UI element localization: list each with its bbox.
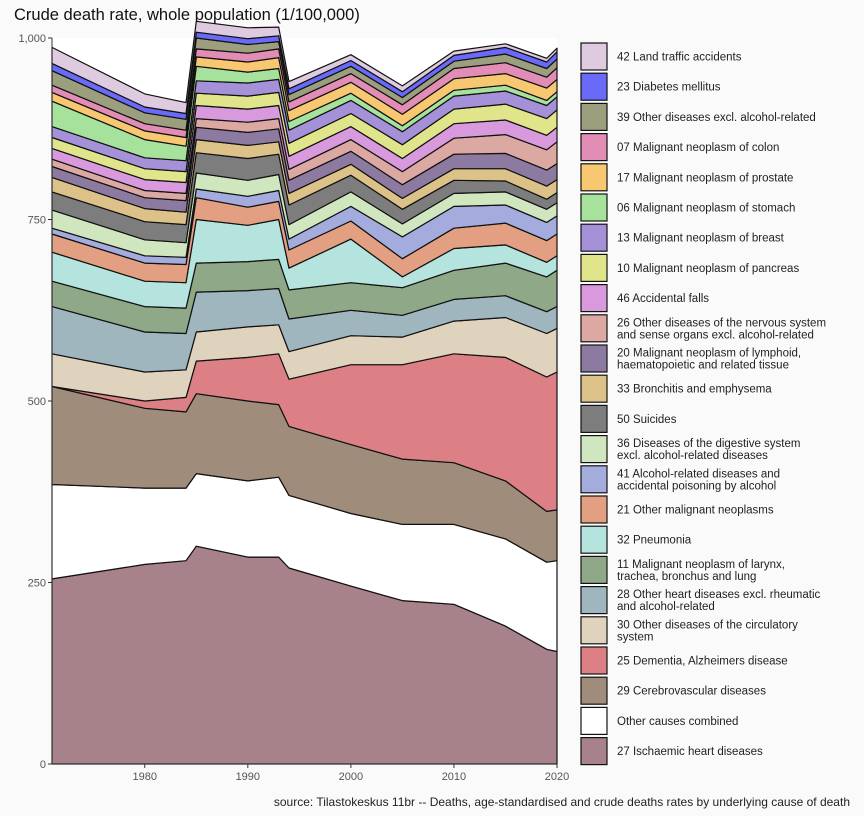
legend-label: 13 Malignant neoplasm of breast — [617, 233, 785, 245]
legend-swatch — [580, 374, 608, 403]
legend-swatch — [580, 344, 608, 373]
y-tick-label: 1,000 — [18, 33, 46, 45]
legend-label: 39 Other diseases excl. alcohol-related — [617, 112, 816, 124]
legend-label: 23 Diabetes mellitus — [617, 82, 721, 94]
axes: 0 250 500 750 1,000 1980 1990 2000 2010 2020 — [18, 33, 569, 783]
x-tick-label: 1980 — [133, 771, 157, 783]
y-tick-label: 750 — [28, 215, 46, 227]
legend-item: 50 Suicides — [580, 404, 677, 433]
legend-label: 11 Malignant neoplasm of larynx, trachea,… — [617, 559, 785, 583]
legend-label: 41 Alcohol-related diseases and accidenta… — [617, 468, 780, 492]
legend-label: 25 Dementia, Alzheimers disease — [617, 656, 788, 668]
legend-swatch — [580, 736, 608, 766]
legend-label: 21 Other malignant neoplasms — [617, 505, 774, 517]
legend-swatch — [580, 616, 608, 645]
legend-item: 46 Accidental falls — [580, 284, 709, 313]
legend-swatch — [580, 223, 608, 252]
legend-swatch — [580, 253, 608, 282]
legend-item: 10 Malignant neoplasm of pancreas — [580, 253, 799, 282]
legend-label: 27 Ischaemic heart diseases — [617, 746, 763, 758]
legend-swatch — [580, 585, 608, 615]
legend-label: 42 Land traffic accidents — [617, 52, 742, 64]
legend-item: 07 Malignant neoplasm of colon — [580, 133, 779, 162]
legend-label: Other causes combined — [617, 716, 738, 728]
chart-title: Crude death rate, whole population (1/10… — [14, 6, 360, 24]
legend-item: 20 Malignant neoplasm of lymphoid, haemat… — [580, 344, 801, 373]
legend-item: 17 Malignant neoplasm of prostate — [580, 163, 793, 192]
legend-swatch — [580, 163, 608, 192]
legend-item: 33 Bronchitis and emphysema — [580, 374, 772, 403]
legend-swatch — [580, 555, 608, 585]
x-tick-label: 1990 — [236, 771, 260, 783]
legend-label: 06 Malignant neoplasm of stomach — [617, 203, 795, 215]
legend-item: 06 Malignant neoplasm of stomach — [580, 193, 795, 222]
stacked-areas — [51, 20, 558, 765]
legend-item: 21 Other malignant neoplasms — [580, 495, 774, 524]
x-tick-label: 2000 — [339, 771, 363, 783]
legend-swatch — [580, 646, 608, 675]
y-tick-label: 500 — [28, 396, 46, 408]
y-tick-label: 250 — [28, 578, 46, 590]
legend-item: 29 Cerebrovascular diseases — [580, 676, 766, 705]
legend-item: 36 Diseases of the digestive system excl.… — [580, 435, 800, 464]
legend-swatch — [580, 102, 608, 132]
legend-item: 25 Dementia, Alzheimers disease — [580, 646, 788, 675]
legend-item: Other causes combined — [580, 706, 738, 736]
legend-item: 13 Malignant neoplasm of breast — [580, 223, 785, 252]
legend-swatch — [580, 193, 608, 222]
legend-swatch — [580, 314, 608, 343]
legend-item: 26 Other diseases of the nervous system a… — [580, 314, 826, 343]
legend-swatch — [580, 133, 608, 162]
legend-item: 32 Pneumonia — [580, 525, 692, 554]
legend-label: 28 Other heart diseases excl. rheumatic a… — [617, 589, 821, 613]
legend-swatch — [580, 284, 608, 313]
x-tick-label: 2010 — [442, 771, 466, 783]
legend-label: 10 Malignant neoplasm of pancreas — [617, 263, 799, 275]
legend-swatch — [580, 435, 608, 464]
legend: 42 Land traffic accidents 23 Diabetes mel… — [580, 42, 826, 766]
legend-label: 29 Cerebrovascular diseases — [617, 686, 766, 698]
legend-item: 30 Other diseases of the circulatory syst… — [580, 616, 798, 645]
source-note: source: Tilastokeskus 11br -- Deaths, ag… — [273, 795, 850, 809]
legend-label: 46 Accidental falls — [617, 293, 709, 305]
area-series-24 — [51, 20, 558, 115]
legend-label: 26 Other diseases of the nervous system a… — [617, 317, 826, 341]
legend-item: 11 Malignant neoplasm of larynx, trachea,… — [580, 555, 785, 585]
legend-swatch — [580, 495, 608, 524]
y-tick-label: 0 — [40, 759, 46, 771]
legend-swatch — [580, 676, 608, 705]
legend-item: 23 Diabetes mellitus — [580, 72, 721, 101]
legend-swatch — [580, 465, 608, 494]
legend-swatch — [580, 72, 608, 101]
legend-item: 42 Land traffic accidents — [580, 42, 742, 71]
legend-swatch — [580, 42, 608, 71]
legend-label: 50 Suicides — [617, 414, 677, 426]
legend-item: 28 Other heart diseases excl. rheumatic a… — [580, 585, 821, 615]
legend-item: 41 Alcohol-related diseases and accidenta… — [580, 465, 780, 494]
legend-swatch — [580, 525, 608, 554]
legend-label: 20 Malignant neoplasm of lymphoid, haemat… — [617, 348, 801, 372]
legend-item: 27 Ischaemic heart diseases — [580, 736, 763, 766]
legend-swatch — [580, 706, 608, 736]
legend-label: 30 Other diseases of the circulatory syst… — [617, 619, 798, 643]
legend-label: 17 Malignant neoplasm of prostate — [617, 172, 793, 184]
legend-swatch — [580, 404, 608, 433]
x-tick-label: 2020 — [545, 771, 569, 783]
legend-label: 32 Pneumonia — [617, 535, 692, 547]
legend-label: 33 Bronchitis and emphysema — [617, 384, 772, 396]
legend-item: 39 Other diseases excl. alcohol-related — [580, 102, 816, 132]
legend-label: 07 Malignant neoplasm of colon — [617, 142, 779, 154]
legend-label: 36 Diseases of the digestive system excl.… — [617, 438, 800, 462]
